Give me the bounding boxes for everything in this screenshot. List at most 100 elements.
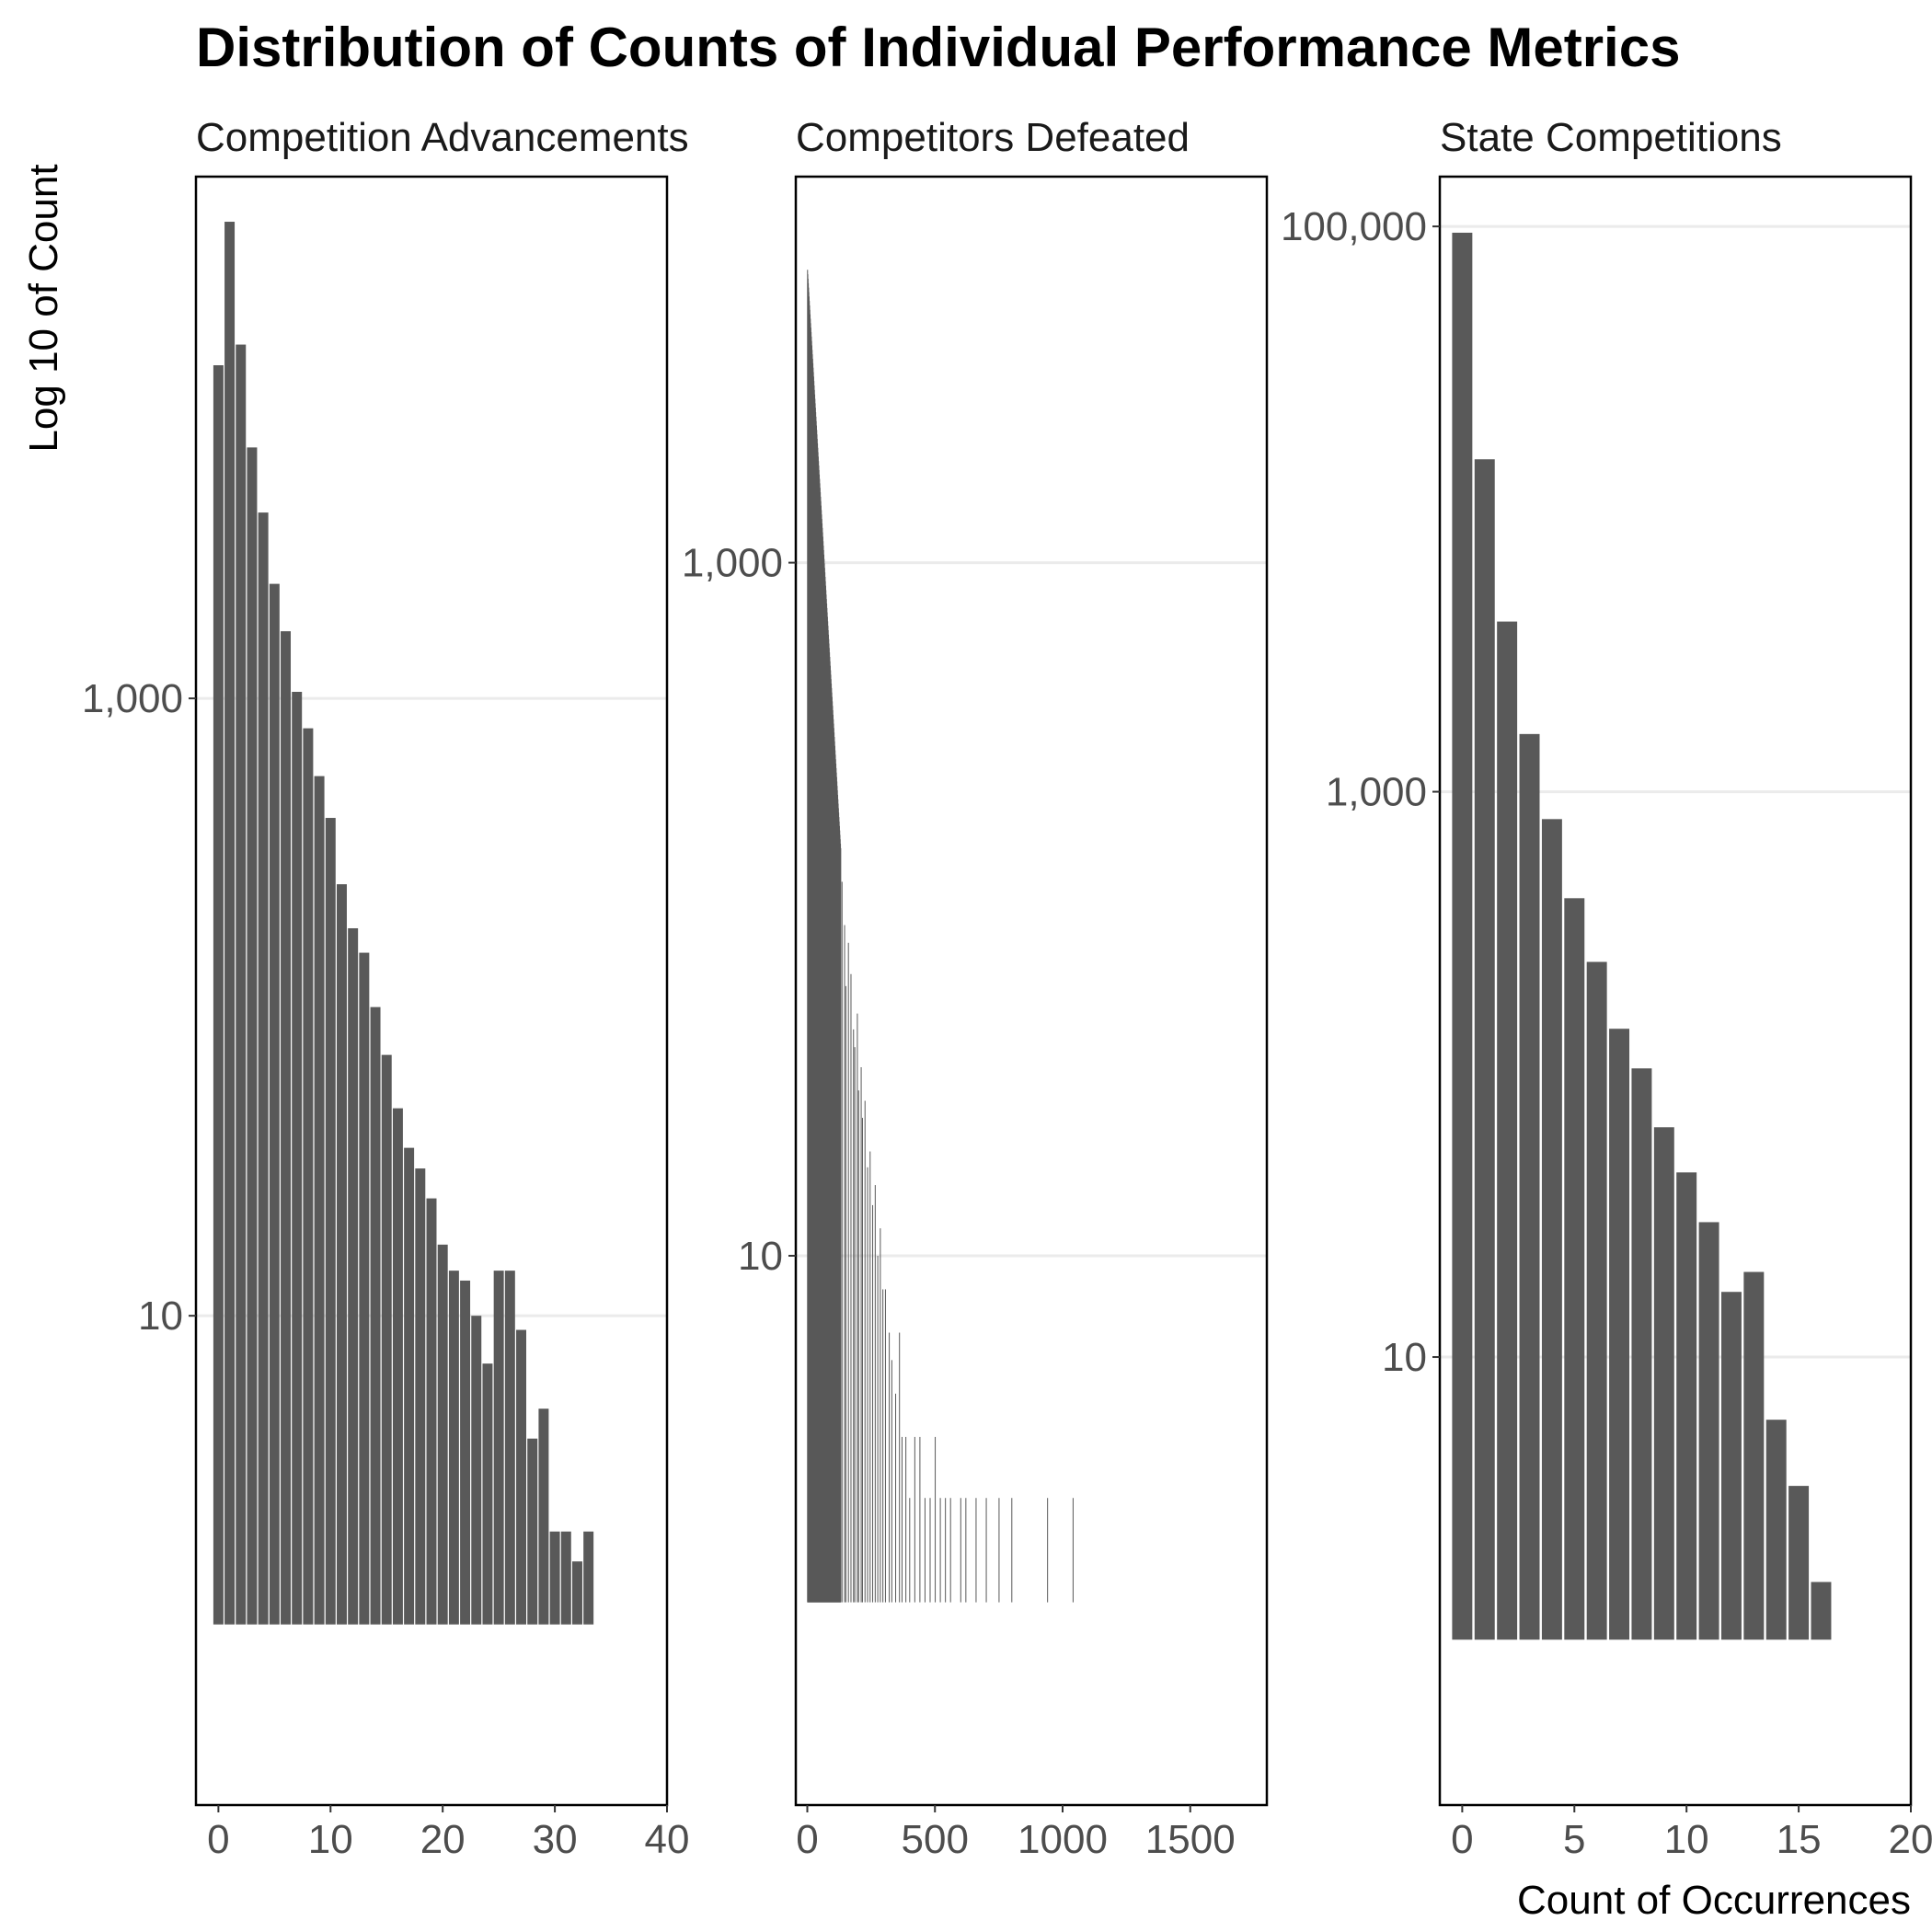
x-tick-label: 1500 [1145, 1817, 1236, 1862]
bar [854, 1047, 856, 1603]
bar [905, 1436, 907, 1603]
bar [872, 1204, 874, 1603]
bar [919, 1436, 921, 1603]
bar [314, 776, 325, 1625]
bar [527, 1438, 538, 1625]
facet-title: State Competitions [1440, 115, 1782, 160]
bar [1720, 1292, 1742, 1640]
chart-title: Distribution of Counts of Individual Per… [196, 17, 1680, 78]
bar [1541, 819, 1562, 1640]
y-tick-label: 1,000 [82, 676, 183, 721]
bar [850, 973, 852, 1603]
bar [583, 1531, 594, 1625]
bar [857, 1090, 859, 1603]
bar [924, 1498, 926, 1603]
bars [807, 270, 1074, 1603]
bar [504, 1271, 515, 1625]
bar [471, 1316, 482, 1625]
y-tick-label: 1,000 [682, 541, 783, 586]
bar [381, 1054, 392, 1625]
bars [213, 222, 594, 1625]
x-tick-label: 10 [1664, 1817, 1709, 1862]
x-tick-label: 20 [420, 1817, 466, 1862]
bar [448, 1271, 459, 1625]
bar [847, 942, 849, 1603]
x-tick-label: 40 [645, 1817, 690, 1862]
bar [538, 1409, 549, 1625]
y-tick-label: 10 [738, 1234, 783, 1279]
bar [841, 881, 843, 1603]
panel-3: State Competitions 10 1,000 100,000 0 5 10 15 20 [1281, 115, 1932, 1862]
bar [1497, 621, 1518, 1640]
x-tick-label: 1000 [1018, 1817, 1108, 1862]
y-tick-label: 100,000 [1281, 204, 1427, 249]
bar [415, 1168, 426, 1625]
x-tick-label: 500 [902, 1817, 969, 1862]
bar [965, 1498, 967, 1603]
panel-border [194, 175, 669, 1807]
bar [571, 1561, 582, 1625]
bar [258, 512, 269, 1625]
bar [899, 1332, 901, 1603]
y-tick-label: 1,000 [1326, 770, 1427, 815]
bar [336, 884, 347, 1625]
bar [426, 1198, 437, 1625]
y-axis-label: Log 10 of Count [21, 164, 66, 452]
x-tick-label: 0 [796, 1817, 818, 1862]
y-tick-label: 10 [138, 1294, 183, 1339]
bar [392, 1108, 403, 1625]
bar [437, 1244, 448, 1625]
bar [516, 1329, 527, 1625]
bar [949, 1498, 951, 1603]
bar [370, 1006, 381, 1625]
bar [895, 1393, 897, 1603]
bar [884, 1289, 886, 1603]
bars [1452, 232, 1832, 1640]
bar [292, 692, 303, 1625]
bar [325, 818, 336, 1625]
bar [1811, 1581, 1832, 1640]
bar [1564, 898, 1585, 1640]
bar [247, 447, 258, 1625]
bar [1047, 1498, 1049, 1603]
bar [493, 1271, 504, 1625]
bar [877, 1255, 879, 1603]
bar [998, 1498, 1000, 1603]
y-tick-label: 10 [1382, 1335, 1427, 1380]
bar [281, 631, 292, 1625]
bar [860, 1067, 862, 1603]
bar [889, 1332, 891, 1603]
bar [1765, 1420, 1787, 1640]
bar [1609, 1029, 1630, 1640]
bar [1788, 1486, 1810, 1640]
bar [914, 1436, 915, 1603]
x-axis-label: Count of Occurrences [1517, 1878, 1911, 1923]
bar [303, 728, 314, 1625]
bar [939, 1498, 941, 1603]
bar [560, 1531, 571, 1625]
bar [874, 1185, 876, 1603]
bar [224, 222, 236, 1625]
bar [935, 1436, 937, 1603]
x-tick-label: 0 [207, 1817, 229, 1862]
panel-border [1438, 175, 1913, 1807]
bar [861, 1118, 863, 1603]
x-tick-label: 5 [1563, 1817, 1585, 1862]
bar [1474, 459, 1495, 1640]
bar [1519, 733, 1540, 1640]
x-tick-label: 0 [1451, 1817, 1473, 1862]
x-tick-label: 10 [308, 1817, 353, 1862]
bar [1631, 1068, 1652, 1640]
bar [901, 1436, 903, 1603]
bar [549, 1531, 560, 1625]
bar [1011, 1498, 1013, 1603]
panel-1: Competition Advancements 10 1,000 0 10 20 30 40 [82, 115, 690, 1862]
panel-2: Competitors Defeated 10 1,000 0 500 1000 1500 [682, 115, 1269, 1862]
bar [891, 1360, 892, 1603]
bar [864, 1100, 866, 1603]
bar [348, 927, 359, 1625]
x-tick-label: 15 [1777, 1817, 1822, 1862]
bar [975, 1498, 977, 1603]
bar [882, 1289, 884, 1603]
